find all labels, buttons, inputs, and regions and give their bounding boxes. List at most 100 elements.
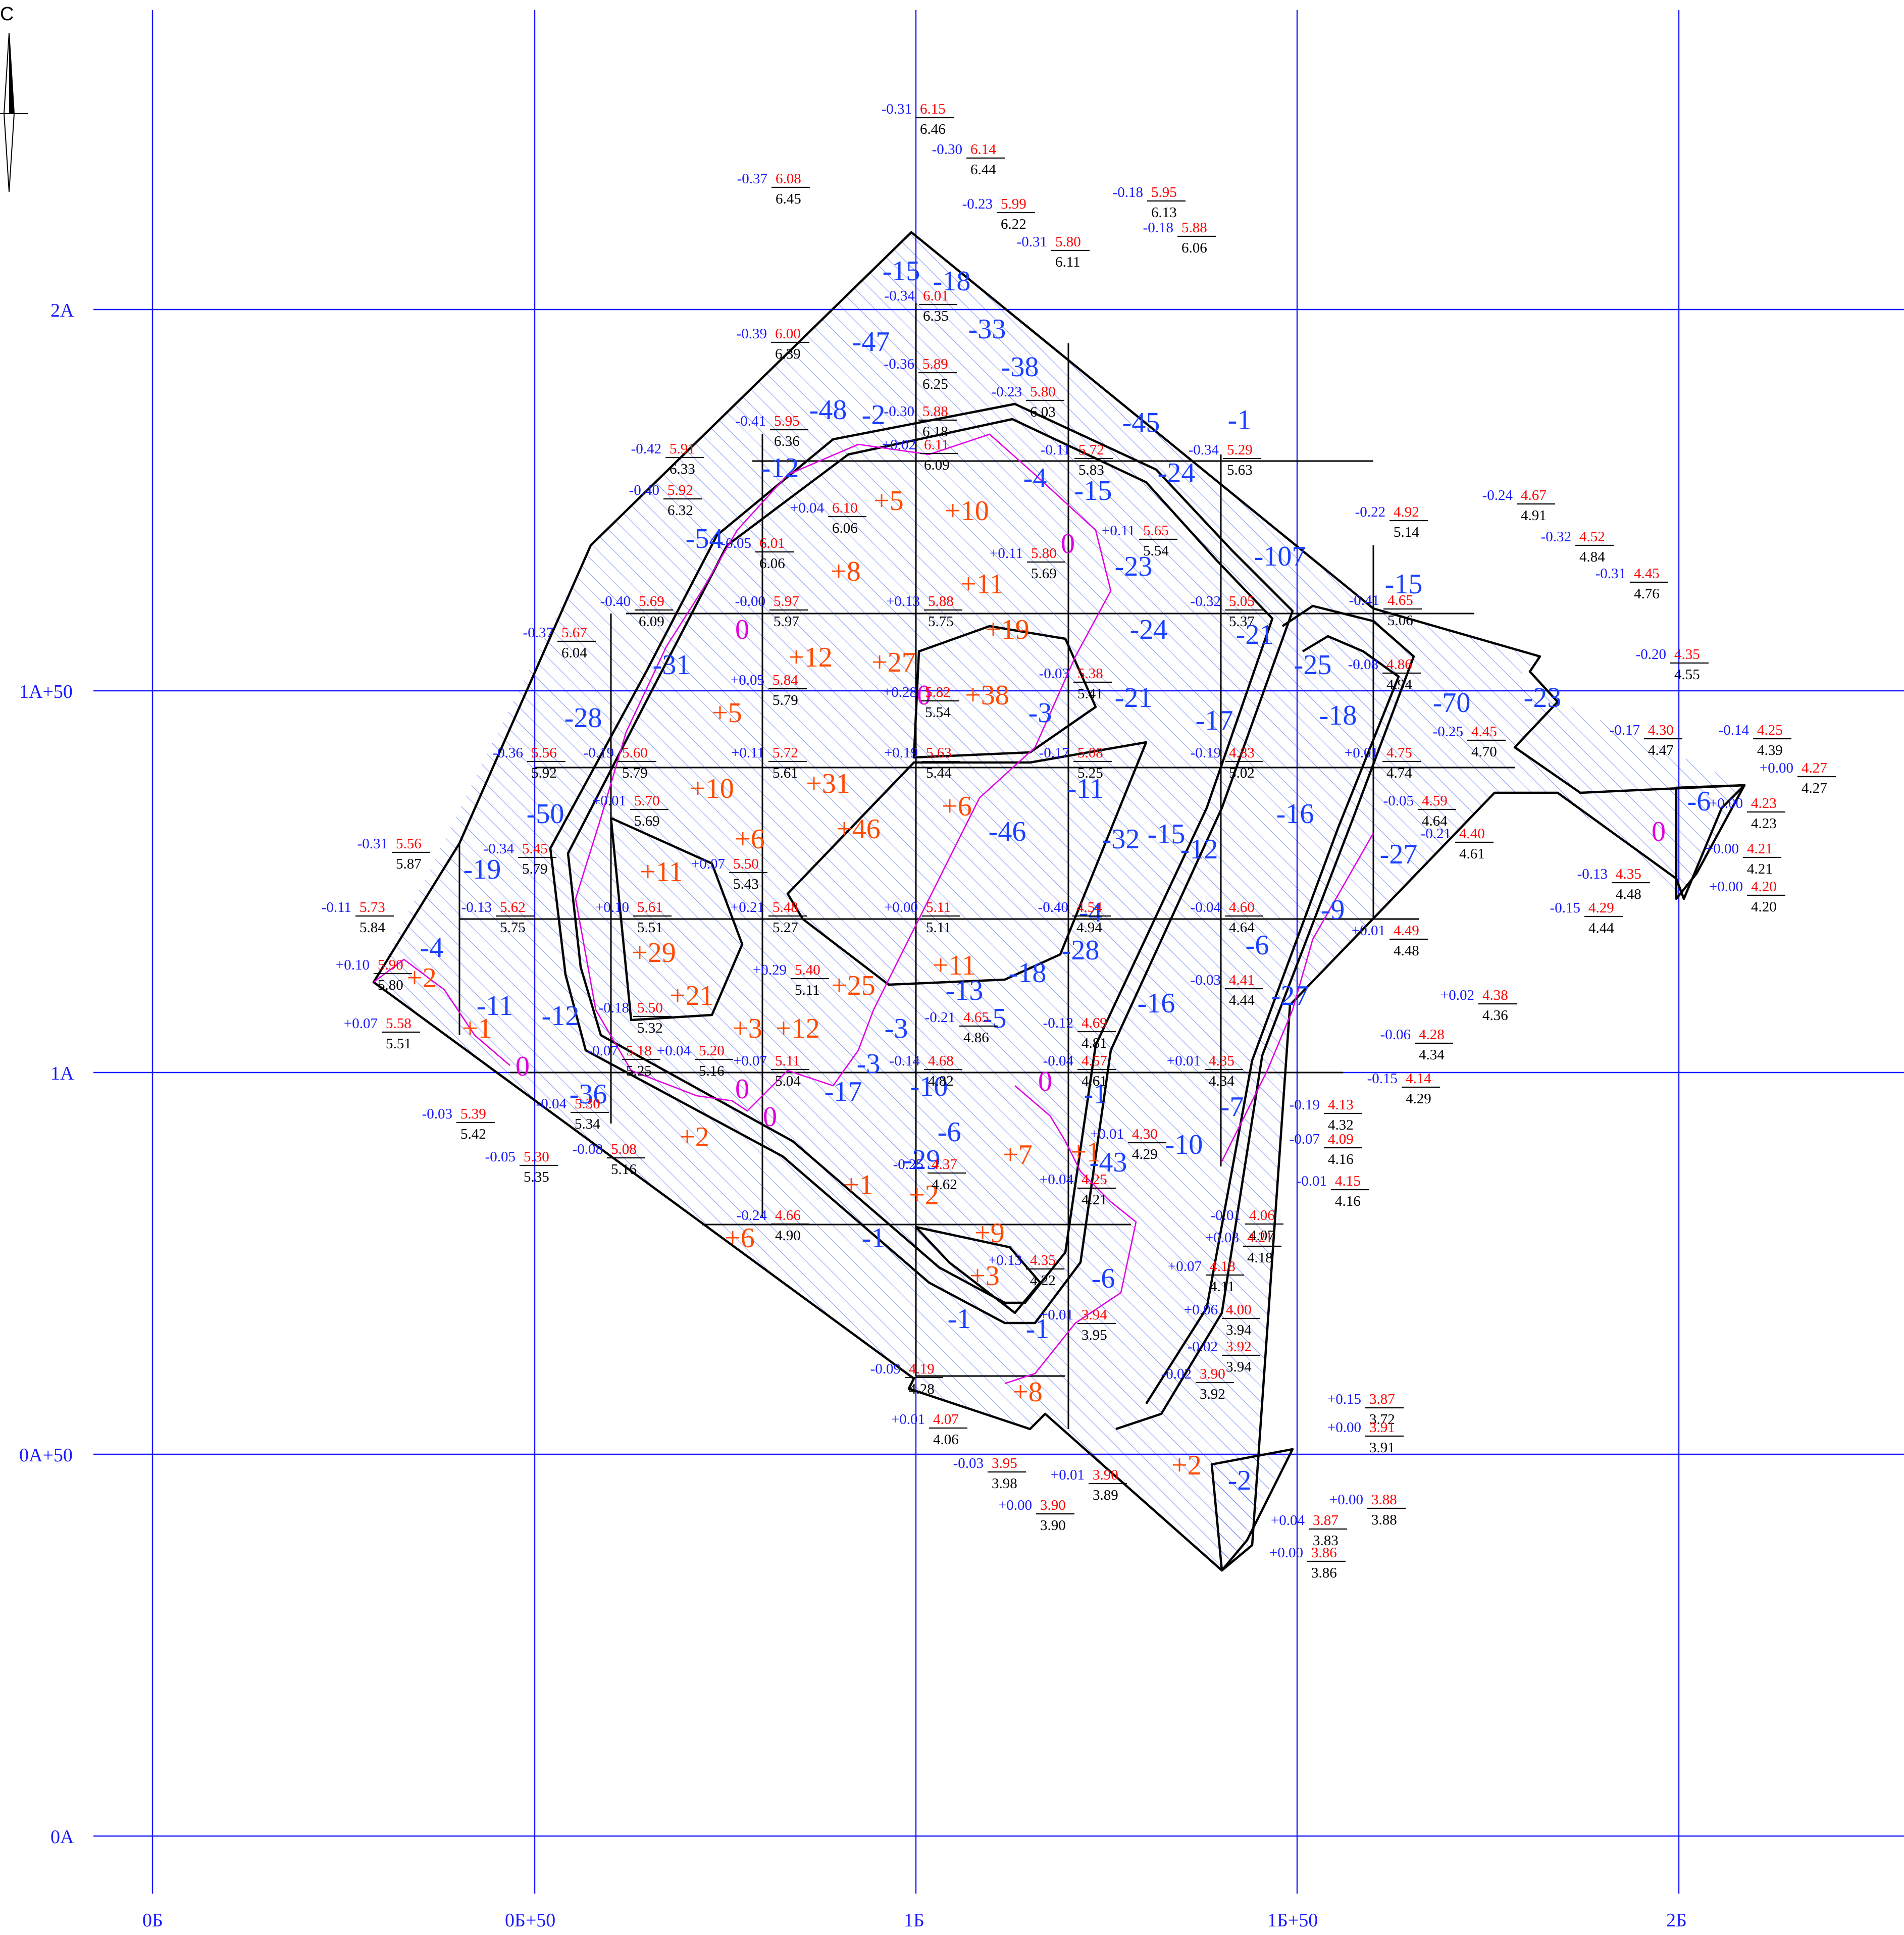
- elevation-mark: +0.01 4.75 4.74: [1345, 745, 1421, 781]
- working-mark: -0.09: [870, 1361, 901, 1377]
- working-mark: +0.02: [882, 437, 916, 453]
- design-elevation: 4.83: [1229, 745, 1255, 761]
- working-mark: -0.03: [953, 1455, 984, 1471]
- working-mark: +0.00: [1327, 1419, 1361, 1436]
- working-mark: -0.19: [1191, 745, 1221, 761]
- existing-elevation: 6.03: [1030, 404, 1056, 420]
- elevation-mark: -0.07 5.18 5.25: [588, 1043, 660, 1079]
- existing-elevation: 6.45: [776, 191, 801, 207]
- elevation-mark: +0.11 5.80 5.69: [990, 545, 1065, 582]
- existing-elevation: 4.16: [1335, 1193, 1361, 1209]
- design-elevation: 3.86: [1311, 1545, 1337, 1561]
- working-mark: -0.14: [1719, 722, 1749, 738]
- existing-elevation: 4.34: [1209, 1073, 1234, 1089]
- design-elevation: 4.37: [932, 1156, 957, 1173]
- elevation-mark: -0.14 4.68 4.82: [890, 1053, 962, 1089]
- volume-label: +10: [945, 495, 989, 527]
- elevation-mark: -0.05 4.59 4.64: [1383, 793, 1456, 829]
- design-elevation: 5.62: [500, 899, 526, 915]
- elevation-mark: -0.18 5.95 6.13: [1113, 184, 1186, 221]
- working-mark: -0.34: [484, 841, 514, 857]
- existing-elevation: 4.81: [1082, 1035, 1107, 1051]
- existing-elevation: 5.25: [626, 1063, 652, 1079]
- volume-label: +1: [843, 1169, 873, 1201]
- working-mark: +0.04: [1040, 1172, 1074, 1188]
- elevation-mark: +0.02 4.38 4.36: [1440, 987, 1517, 1024]
- volume-label: -2: [862, 399, 886, 431]
- elevation-mark: +0.00 3.90 3.90: [998, 1497, 1074, 1534]
- working-mark: +0.15: [1327, 1391, 1361, 1407]
- existing-elevation: 5.69: [1031, 566, 1057, 582]
- volume-label: +10: [690, 773, 734, 804]
- grid-axis-labels: 2А 1А+50 1А 0А+50 0А 0Б 0Б+50 1Б 1Б+50 2…: [19, 300, 1687, 1931]
- volume-label: -27: [1380, 839, 1418, 870]
- elevation-mark: -0.23 5.80 6.03: [992, 384, 1064, 420]
- working-mark: +0.00: [1760, 760, 1793, 776]
- volume-label: -1: [1084, 1079, 1108, 1110]
- design-elevation: 5.65: [1143, 523, 1169, 539]
- elevation-mark: +0.01 4.35 4.34: [1167, 1053, 1243, 1089]
- elevation-mark: -0.24 4.66 4.90: [737, 1207, 809, 1244]
- elevation-mark: -0.04 4.60 4.64: [1191, 899, 1263, 936]
- existing-elevation: 4.22: [1030, 1272, 1056, 1289]
- elevation-mark: -0.05 5.30 5.35: [485, 1149, 558, 1185]
- elevation-mark: +0.13 5.88 5.75: [886, 593, 962, 630]
- existing-elevation: 4.48: [1616, 886, 1641, 902]
- working-mark: -0.05: [485, 1149, 516, 1165]
- existing-elevation: 4.61: [1459, 846, 1485, 862]
- existing-elevation: 5.25: [1077, 765, 1103, 781]
- working-mark: -0.31: [357, 836, 388, 852]
- existing-elevation: 6.39: [775, 346, 801, 362]
- existing-elevation: 6.33: [670, 461, 695, 477]
- volume-label: -6: [1687, 786, 1711, 817]
- elevation-mark: +0.10 5.90 5.80: [336, 957, 412, 993]
- working-mark: +0.01: [1352, 923, 1385, 939]
- volume-label: -18: [1319, 700, 1357, 731]
- volume-label: -21: [1115, 682, 1153, 714]
- existing-elevation: 4.39: [1757, 742, 1783, 758]
- volume-label: -107: [1254, 541, 1306, 572]
- design-elevation: 4.54: [1076, 899, 1102, 915]
- working-mark: -0.34: [885, 288, 915, 304]
- working-mark: +0.00: [1709, 879, 1743, 895]
- existing-elevation: 5.54: [1143, 543, 1169, 559]
- working-mark: +0.13: [988, 1252, 1022, 1268]
- working-mark: -0.07: [1290, 1131, 1320, 1147]
- existing-elevation: 4.64: [1422, 813, 1448, 829]
- platform-top: [786, 741, 1148, 986]
- volume-label: +11: [960, 569, 1004, 600]
- working-mark: -0.17: [1610, 722, 1640, 738]
- row-label-0a50: 0А+50: [19, 1445, 73, 1466]
- volume-label: -33: [968, 314, 1006, 345]
- design-elevation: 5.67: [561, 625, 587, 641]
- working-mark: +0.11: [1102, 523, 1135, 539]
- working-mark: -0.03: [1039, 666, 1069, 682]
- design-elevation: 5.97: [774, 593, 799, 609]
- volume-label: -24: [1130, 614, 1168, 645]
- design-elevation: 6.01: [759, 535, 785, 551]
- design-elevation: 4.21: [1747, 841, 1773, 857]
- existing-elevation: 5.44: [926, 765, 952, 781]
- volume-label: -16: [1138, 988, 1175, 1019]
- working-mark: -0.25: [893, 1156, 923, 1173]
- north-arrow: С: [0, 4, 28, 192]
- existing-elevation: 4.32: [1328, 1117, 1354, 1133]
- row-label-1a: 1А: [50, 1063, 74, 1084]
- working-mark: +0.03: [1205, 1230, 1239, 1246]
- working-mark: -0.15: [1550, 900, 1580, 916]
- existing-elevation: 4.27: [1802, 780, 1827, 796]
- existing-elevation: 3.72: [1369, 1411, 1395, 1428]
- working-mark: -0.05: [721, 535, 751, 551]
- working-mark: +0.01: [1051, 1467, 1085, 1483]
- existing-elevation: 6.09: [924, 457, 950, 473]
- working-mark: -0.42: [631, 441, 661, 457]
- elevation-mark: +0.00 4.20 4.20: [1709, 879, 1785, 915]
- existing-elevation: 4.29: [1132, 1146, 1158, 1162]
- design-elevation: 5.38: [1077, 666, 1103, 682]
- working-mark: -0.12: [1043, 1015, 1073, 1031]
- working-mark: +0.04: [1271, 1512, 1305, 1529]
- elevation-mark: -0.30 6.14 6.44: [932, 141, 1005, 178]
- existing-elevation: 5.11: [926, 920, 951, 936]
- cell-grid: [458, 303, 1515, 1429]
- elevation-mark: -0.17 5.08 5.25: [1039, 745, 1112, 781]
